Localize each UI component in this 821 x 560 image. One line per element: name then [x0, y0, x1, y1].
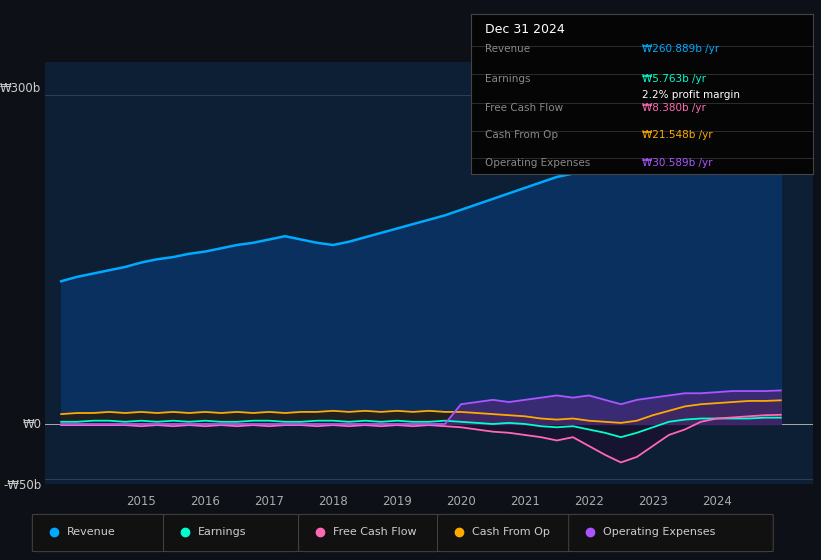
Text: Cash From Op: Cash From Op — [472, 527, 550, 537]
Text: 2.2% profit margin: 2.2% profit margin — [642, 90, 740, 100]
FancyBboxPatch shape — [299, 514, 442, 552]
FancyBboxPatch shape — [32, 514, 167, 552]
Text: Earnings: Earnings — [199, 527, 247, 537]
Text: Free Cash Flow: Free Cash Flow — [485, 102, 563, 113]
Text: ₩21.548b /yr: ₩21.548b /yr — [642, 130, 713, 140]
Text: ₩300b: ₩300b — [0, 82, 41, 95]
Text: -₩50b: -₩50b — [3, 479, 41, 492]
Text: Operating Expenses: Operating Expenses — [485, 158, 590, 167]
Text: ₩5.763b /yr: ₩5.763b /yr — [642, 74, 706, 84]
Text: Cash From Op: Cash From Op — [485, 130, 558, 140]
Text: Operating Expenses: Operating Expenses — [603, 527, 716, 537]
FancyBboxPatch shape — [569, 514, 773, 552]
Text: ₩260.889b /yr: ₩260.889b /yr — [642, 44, 719, 54]
Text: ₩30.589b /yr: ₩30.589b /yr — [642, 158, 713, 167]
FancyBboxPatch shape — [438, 514, 572, 552]
Text: Free Cash Flow: Free Cash Flow — [333, 527, 417, 537]
FancyBboxPatch shape — [163, 514, 299, 552]
Text: ₩0: ₩0 — [22, 418, 41, 431]
Text: Dec 31 2024: Dec 31 2024 — [485, 24, 565, 36]
Text: Revenue: Revenue — [485, 44, 530, 54]
Text: ₩8.380b /yr: ₩8.380b /yr — [642, 102, 706, 113]
Text: Earnings: Earnings — [485, 74, 530, 84]
Text: Revenue: Revenue — [67, 527, 116, 537]
